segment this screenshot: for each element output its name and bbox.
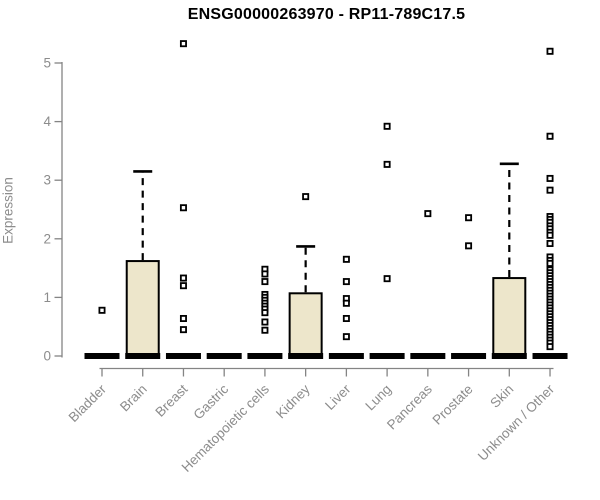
chart-title: ENSG00000263970 - RP11-789C17.5 bbox=[187, 6, 466, 23]
outlier-breast-1 bbox=[179, 204, 187, 212]
median-unknown-other bbox=[532, 353, 568, 359]
outlier-hematopoietic-cells-11 bbox=[261, 326, 269, 334]
outlier-breast-3 bbox=[179, 282, 187, 290]
y-tick-label-4: 4 bbox=[43, 114, 51, 129]
median-hematopoietic-cells bbox=[247, 353, 283, 359]
outlier-liver-4 bbox=[342, 314, 350, 322]
x-tick-label-pancreas: Pancreas bbox=[384, 381, 435, 432]
y-tick-label-2: 2 bbox=[43, 231, 51, 246]
median-liver bbox=[328, 353, 364, 359]
y-tick-label-0: 0 bbox=[43, 349, 51, 364]
x-tick-label-skin: Skin bbox=[487, 382, 516, 411]
x-tick-label-lung: Lung bbox=[362, 382, 394, 414]
box-kidney bbox=[288, 292, 323, 357]
outlier-breast-2 bbox=[179, 274, 187, 282]
outlier-breast-4 bbox=[179, 314, 187, 322]
x-tick-label-unknown-other: Unknown / Other bbox=[475, 381, 558, 464]
x-tick-label-breast: Breast bbox=[152, 381, 190, 419]
y-tick-label-3: 3 bbox=[43, 173, 51, 188]
outlier-kidney-0 bbox=[302, 193, 310, 201]
outlier-unknown-other-41 bbox=[546, 343, 554, 351]
x-tick-label-liver: Liver bbox=[322, 381, 354, 413]
median-kidney bbox=[288, 353, 324, 359]
median-gastric bbox=[206, 353, 242, 359]
box-skin bbox=[492, 277, 527, 357]
x-tick-label-prostate: Prostate bbox=[430, 382, 476, 428]
median-bladder bbox=[84, 353, 120, 359]
outlier-liver-5 bbox=[342, 333, 350, 341]
outlier-breast-0 bbox=[179, 40, 187, 48]
outlier-prostate-1 bbox=[465, 242, 473, 250]
outlier-hematopoietic-cells-1 bbox=[261, 270, 269, 278]
x-tick-label-kidney: Kidney bbox=[273, 381, 313, 421]
outlier-liver-0 bbox=[342, 255, 350, 263]
outlier-unknown-other-2 bbox=[546, 174, 554, 182]
outlier-unknown-other-0 bbox=[546, 47, 554, 55]
outlier-liver-3 bbox=[342, 299, 350, 307]
outlier-prostate-0 bbox=[465, 214, 473, 222]
outlier-liver-1 bbox=[342, 278, 350, 286]
outlier-hematopoietic-cells-10 bbox=[261, 318, 269, 326]
box-brain bbox=[125, 260, 160, 357]
x-tick-label-brain: Brain bbox=[117, 382, 150, 415]
outlier-breast-5 bbox=[179, 326, 187, 334]
median-prostate bbox=[451, 353, 487, 359]
y-tick-label-1: 1 bbox=[43, 290, 51, 305]
median-lung bbox=[369, 353, 405, 359]
outlier-lung-0 bbox=[383, 122, 391, 130]
outlier-hematopoietic-cells-9 bbox=[261, 309, 269, 317]
outlier-unknown-other-14 bbox=[546, 259, 554, 267]
outlier-lung-1 bbox=[383, 160, 391, 168]
y-tick-label-5: 5 bbox=[43, 56, 51, 71]
outlier-pancreas-0 bbox=[424, 210, 432, 218]
outlier-unknown-other-10 bbox=[546, 231, 554, 239]
median-brain bbox=[125, 353, 161, 359]
median-pancreas bbox=[410, 353, 446, 359]
median-breast bbox=[165, 353, 201, 359]
outlier-hematopoietic-cells-2 bbox=[261, 278, 269, 286]
median-skin bbox=[491, 353, 527, 359]
outlier-unknown-other-3 bbox=[546, 186, 554, 194]
outlier-bladder-0 bbox=[98, 306, 106, 314]
outlier-unknown-other-1 bbox=[546, 132, 554, 140]
x-tick-label-gastric: Gastric bbox=[190, 381, 231, 422]
x-tick-label-bladder: Bladder bbox=[66, 381, 110, 425]
outlier-lung-2 bbox=[383, 275, 391, 283]
outlier-unknown-other-11 bbox=[546, 239, 554, 247]
